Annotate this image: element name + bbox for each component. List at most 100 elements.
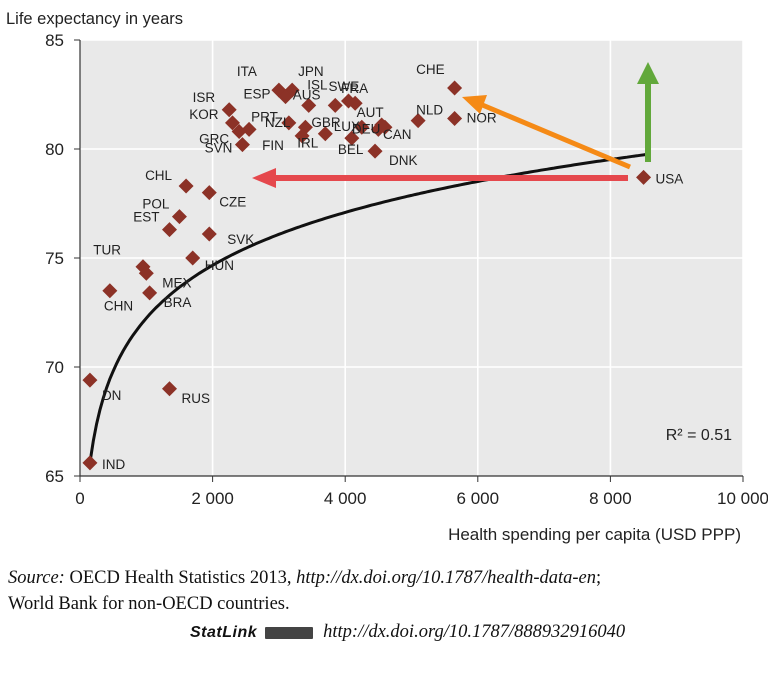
point-cze — [201, 185, 217, 201]
label-tur: TUR — [93, 243, 121, 258]
point-mex — [138, 265, 154, 281]
label-aut: AUT — [357, 105, 384, 120]
label-chn: CHN — [104, 299, 133, 314]
label-prt: PRT — [251, 109, 278, 124]
scatter-chart: 65 70 75 80 85 0 2 000 4 000 6 000 8 000 10 000 Li… — [6, 10, 768, 544]
label-mex: MEX — [162, 275, 191, 290]
ticks: 65 70 75 80 85 0 2 000 4 000 6 000 8 000 10 000 — [45, 31, 768, 508]
point-prt — [241, 121, 257, 137]
point-rus — [162, 381, 178, 397]
label-lux: LUX — [334, 119, 360, 134]
x-axis-label: Health spending per capita (USD PPP) — [448, 525, 741, 544]
label-dnk: DNK — [389, 153, 418, 168]
x-tick-label: 6 000 — [457, 489, 500, 508]
label-fra: FRA — [341, 81, 368, 96]
y-tick-label: 85 — [45, 31, 64, 50]
x-tick-label: 10 000 — [717, 489, 768, 508]
arrows — [252, 62, 659, 188]
label-deu: DEU — [352, 121, 381, 136]
point-svn — [234, 137, 250, 153]
point-isr — [221, 102, 237, 118]
label-irl: IRL — [297, 136, 319, 151]
label-ind: IND — [102, 457, 126, 472]
label-bel: BEL — [338, 142, 364, 157]
point-svk — [201, 226, 217, 242]
point-chl — [178, 178, 194, 194]
point-deu — [370, 121, 386, 137]
statlink-logo-icon — [265, 626, 314, 639]
point-isl — [327, 97, 343, 113]
point-nzl — [281, 115, 297, 131]
label-idn: DN — [102, 388, 122, 403]
label-nld: NLD — [416, 103, 443, 118]
label-swe: SWE — [329, 79, 360, 94]
point-swe — [341, 93, 357, 109]
x-tick-label: 8 000 — [589, 489, 632, 508]
label-can: CAN — [383, 127, 412, 142]
y-tick-label: 75 — [45, 249, 64, 268]
point-aut — [374, 117, 390, 133]
point-esp — [278, 89, 294, 105]
point-kor — [224, 115, 240, 131]
point-chn — [102, 283, 118, 299]
label-hun: HUN — [205, 258, 234, 273]
point-hun — [185, 250, 201, 266]
point-est — [162, 222, 178, 238]
label-svn: SVN — [205, 141, 233, 156]
point-idn — [82, 372, 98, 388]
label-nor: NOR — [467, 110, 497, 125]
label-esp: ESP — [244, 87, 271, 102]
point-dnk — [367, 143, 383, 159]
label-svk: SVK — [227, 232, 254, 247]
label-kor: KOR — [189, 107, 219, 122]
point-ind — [82, 455, 98, 471]
point-lux — [354, 119, 370, 135]
y-tick-label: 80 — [45, 140, 64, 159]
source-text2: World Bank for non-OECD countries. — [8, 594, 290, 614]
statlink-url[interactable]: http://dx.doi.org/10.1787/888932916040 — [323, 622, 626, 642]
point-pol — [171, 209, 187, 225]
label-bra: BRA — [164, 295, 192, 310]
x-tick-label: 2 000 — [191, 489, 234, 508]
point-nor — [447, 110, 463, 126]
label-jpn: JPN — [298, 64, 324, 79]
point-bel — [344, 130, 360, 146]
green-arrow-head — [637, 62, 659, 84]
label-rus: RUS — [182, 391, 211, 406]
label-fin: FIN — [262, 138, 284, 153]
data-points — [82, 80, 652, 471]
label-aus: AUS — [293, 87, 321, 102]
point-nld — [410, 113, 426, 129]
label-isl: ISL — [307, 77, 328, 92]
label-che: CHE — [416, 62, 445, 77]
y-axis-label: Life expectancy in years — [6, 10, 183, 28]
point-usa — [636, 169, 652, 185]
label-gbr: GBR — [311, 115, 341, 130]
gridlines — [80, 39, 744, 476]
orange-arrow-head — [462, 95, 487, 114]
red-arrow-head — [252, 168, 276, 188]
label-cze: CZE — [219, 195, 246, 210]
point-fin — [294, 128, 310, 144]
source-semicolon: ; — [596, 568, 602, 588]
source-prefix: Source: — [8, 568, 65, 588]
point-irl — [317, 126, 333, 142]
source-text1: OECD Health Statistics 2013, — [69, 568, 292, 588]
source-note: Source: OECD Health Statistics 2013, htt… — [8, 565, 763, 617]
label-ita: ITA — [237, 64, 257, 79]
point-aus — [301, 97, 317, 113]
source-url1[interactable]: http://dx.doi.org/10.1787/health-data-en — [296, 568, 596, 588]
y-tick-label: 65 — [45, 467, 64, 486]
point-grc — [231, 124, 247, 140]
label-grc: GRC — [199, 132, 229, 147]
point-bra — [142, 285, 158, 301]
label-usa: USA — [656, 171, 684, 186]
label-nzl: NZL — [265, 115, 291, 130]
y-tick-label: 70 — [45, 358, 64, 377]
statlink-label: StatLink — [190, 624, 258, 641]
x-tick-label: 0 — [75, 489, 84, 508]
point-che — [447, 80, 463, 96]
orange-arrow — [479, 101, 631, 170]
label-chl: CHL — [145, 168, 172, 183]
